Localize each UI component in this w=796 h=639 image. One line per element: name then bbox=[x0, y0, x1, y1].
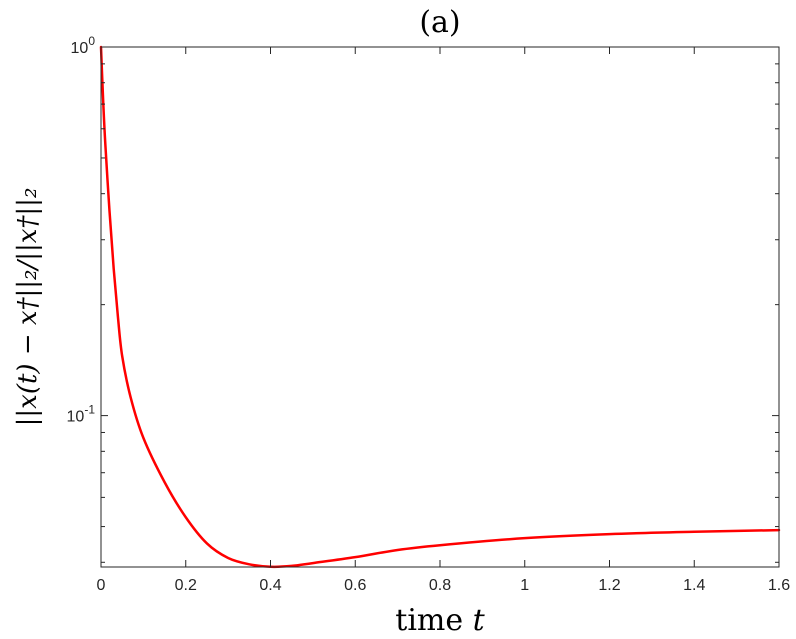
plot-area bbox=[101, 47, 779, 567]
y-axis-label: ||x(t) − x†||₂/||x†||₂ bbox=[13, 188, 43, 427]
x-tick-label: 0.2 bbox=[175, 577, 197, 594]
data-layer bbox=[99, 45, 781, 569]
chart-title: (a) bbox=[419, 5, 460, 40]
x-tick-label: 0.8 bbox=[429, 577, 451, 594]
x-tick-label: 1.6 bbox=[768, 577, 790, 594]
x-tick-label: 1.4 bbox=[683, 577, 705, 594]
x-tick-label: 1.2 bbox=[598, 577, 620, 594]
series-line bbox=[99, 45, 781, 569]
x-tick-label: 0.4 bbox=[259, 577, 281, 594]
x-tick-label: 1 bbox=[520, 577, 529, 594]
x-axis-label-var: t bbox=[473, 603, 486, 638]
x-tick-label: 0.6 bbox=[344, 577, 366, 594]
axes-layer: 0 0.2 0.4 0.6 0.8 1 1.2 1.4 1.6 100 10-1 bbox=[67, 34, 791, 594]
x-axis-label: time t bbox=[395, 603, 485, 638]
axes-box bbox=[100, 46, 780, 568]
y-tick-label: 100 bbox=[71, 34, 96, 57]
y-tick-label: 10-1 bbox=[67, 403, 96, 426]
x-tick-label: 0 bbox=[97, 577, 106, 594]
x-axis-label-text: time bbox=[395, 603, 472, 638]
